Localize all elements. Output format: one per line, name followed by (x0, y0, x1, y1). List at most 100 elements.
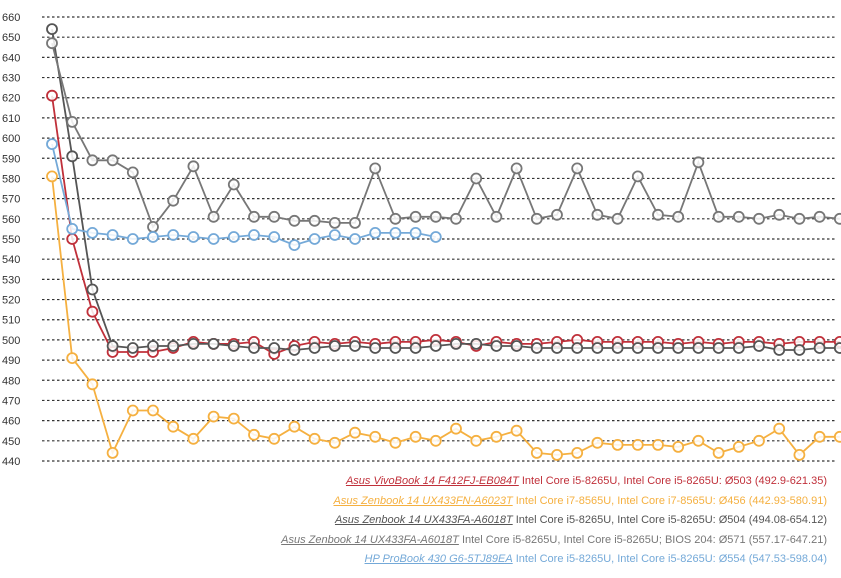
data-point (229, 341, 239, 351)
data-point (613, 214, 623, 224)
data-point (269, 212, 279, 222)
data-point (249, 343, 259, 353)
data-point (714, 448, 724, 458)
data-point (451, 424, 461, 434)
legend-device-link[interactable]: Asus Zenbook 14 UX433FA-A6018T (281, 534, 459, 546)
legend-entry: Asus Zenbook 14 UX433FN-A6023T Intel Cor… (0, 492, 827, 512)
data-point (815, 212, 825, 222)
y-tick-label: 550 (2, 234, 20, 246)
data-point (794, 214, 804, 224)
data-point (370, 343, 380, 353)
legend-entry: Asus Zenbook 14 UX433FA-A6018T Intel Cor… (0, 511, 827, 531)
data-point (128, 406, 138, 416)
legend-description: Intel Core i5-8265U, Intel Core i5-8265U… (516, 514, 827, 526)
data-point (532, 343, 542, 353)
data-point (411, 228, 421, 238)
data-point (188, 161, 198, 171)
data-point (67, 117, 77, 127)
data-point (471, 339, 481, 349)
data-point (491, 432, 501, 442)
data-point (754, 436, 764, 446)
data-point (289, 240, 299, 250)
data-point (188, 434, 198, 444)
data-point (128, 343, 138, 353)
data-point (451, 214, 461, 224)
data-point (249, 212, 259, 222)
data-point (835, 343, 841, 353)
data-point (572, 163, 582, 173)
data-point (613, 343, 623, 353)
chart-plot: 660 650 640 630 620 610 600 590 580 570 560 550 540 5… (0, 0, 841, 470)
y-tick-label: 530 (2, 274, 20, 286)
data-point (188, 232, 198, 242)
data-point (613, 440, 623, 450)
data-point (552, 210, 562, 220)
data-point (633, 343, 643, 353)
data-point (310, 343, 320, 353)
data-point (67, 353, 77, 363)
y-tick-label: 520 (2, 295, 20, 307)
data-point (390, 438, 400, 448)
legend-description: Intel Core i5-8265U, Intel Core i5-8265U… (522, 475, 827, 487)
data-point (653, 440, 663, 450)
data-point (47, 24, 57, 34)
data-point (310, 234, 320, 244)
data-point (794, 345, 804, 355)
data-point (108, 155, 118, 165)
data-point (633, 171, 643, 181)
data-point (512, 426, 522, 436)
legend-device-link[interactable]: Asus Zenbook 14 UX433FN-A6023T (334, 495, 513, 507)
data-point (269, 343, 279, 353)
data-point (471, 436, 481, 446)
y-tick-label: 610 (2, 113, 20, 125)
data-point (310, 434, 320, 444)
y-tick-label: 660 (2, 12, 20, 24)
data-point (67, 151, 77, 161)
data-point (330, 341, 340, 351)
y-tick-label: 480 (2, 375, 20, 387)
series-4 (47, 139, 441, 250)
y-tick-label: 460 (2, 416, 20, 428)
data-point (289, 216, 299, 226)
data-point (451, 339, 461, 349)
data-point (815, 343, 825, 353)
data-point (431, 436, 441, 446)
data-point (734, 212, 744, 222)
y-tick-label: 600 (2, 133, 20, 145)
data-point (592, 438, 602, 448)
data-point (168, 422, 178, 432)
chart-legend: Asus VivoBook 14 F412FJ-EB084T Intel Cor… (0, 472, 827, 570)
data-point (411, 343, 421, 353)
data-point (350, 234, 360, 244)
series-0 (47, 91, 841, 359)
data-point (229, 414, 239, 424)
data-point (47, 171, 57, 181)
series-3 (47, 38, 841, 232)
data-point (350, 218, 360, 228)
data-point (229, 232, 239, 242)
legend-device-link[interactable]: Asus VivoBook 14 F412FJ-EB084T (346, 475, 519, 487)
y-tick-label: 640 (2, 52, 20, 64)
y-tick-label: 450 (2, 436, 20, 448)
data-point (693, 436, 703, 446)
data-point (592, 210, 602, 220)
legend-entry: Asus Zenbook 14 UX433FA-A6018T Intel Cor… (0, 531, 827, 551)
data-point (532, 214, 542, 224)
data-point (168, 341, 178, 351)
series-2 (47, 24, 841, 355)
y-tick-label: 500 (2, 335, 20, 347)
data-point (128, 167, 138, 177)
data-point (370, 228, 380, 238)
legend-device-link[interactable]: HP ProBook 430 G6-5TJ89EA (365, 553, 513, 565)
y-tick-label: 580 (2, 173, 20, 185)
data-point (512, 163, 522, 173)
data-point (148, 341, 158, 351)
data-point (188, 339, 198, 349)
data-point (87, 228, 97, 238)
legend-device-link[interactable]: Asus Zenbook 14 UX433FA-A6018T (335, 514, 513, 526)
data-point (390, 214, 400, 224)
data-point (552, 450, 562, 460)
data-point (653, 210, 663, 220)
data-point (633, 440, 643, 450)
data-point (310, 216, 320, 226)
